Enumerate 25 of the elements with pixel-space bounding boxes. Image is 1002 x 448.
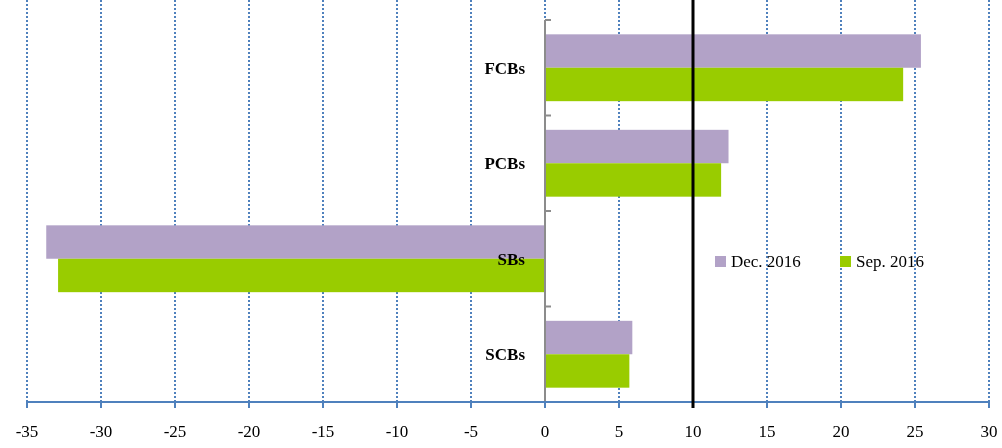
legend-label: Dec. 2016	[731, 252, 801, 271]
bar	[545, 129, 729, 164]
y-tick-label: PCBs	[484, 154, 526, 174]
x-tick-label: 25	[906, 422, 924, 441]
y-tick-label: SCBs	[485, 345, 526, 365]
bar	[545, 67, 904, 102]
x-tick-label: 30	[980, 422, 998, 441]
x-tick-label: 5	[614, 422, 624, 441]
x-tick-label: -35	[15, 422, 39, 441]
bar	[545, 320, 633, 355]
x-tick-label: -20	[237, 422, 261, 441]
bar	[545, 163, 722, 197]
x-tick-label: 10	[684, 422, 702, 441]
x-tick-label: -5	[463, 422, 479, 441]
x-tick-label: -10	[385, 422, 409, 441]
legend-label: Sep. 2016	[856, 252, 924, 271]
bar	[545, 354, 630, 388]
x-tick-label: 0	[540, 422, 550, 441]
x-tick-label: -30	[89, 422, 113, 441]
x-tick-label: 15	[758, 422, 776, 441]
x-tick-label: 20	[832, 422, 850, 441]
x-tick-label: -15	[311, 422, 335, 441]
x-tick-label: -25	[163, 422, 187, 441]
bar	[545, 34, 921, 68]
y-tick-label: FCBs	[484, 58, 526, 78]
